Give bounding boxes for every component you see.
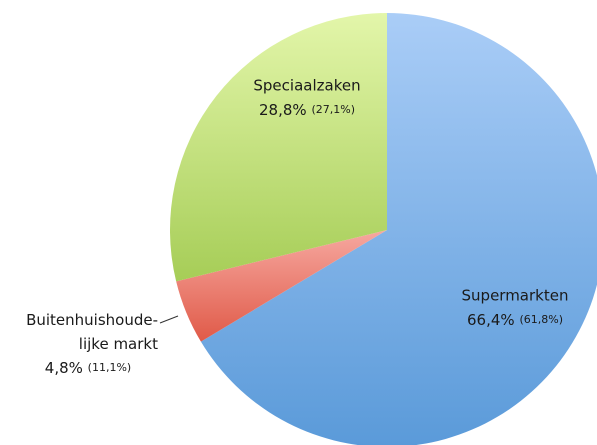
comparison-label: (61,8%)	[519, 313, 563, 326]
slice-label: Speciaalzaken	[253, 77, 360, 95]
comparison-label: (11,1%)	[88, 361, 132, 374]
value-label-main: 28,8%	[259, 101, 307, 119]
value-label: 4,8% (11,1%)	[45, 359, 131, 377]
value-label: 66,4% (61,8%)	[467, 311, 563, 329]
pie-slice	[200, 13, 597, 445]
comparison-label: (27,1%)	[311, 103, 355, 116]
pie-slice	[176, 230, 387, 342]
slice-label-line: Buitenhuishoude-	[26, 311, 158, 329]
leader-line	[159, 315, 179, 324]
slice-label: Buitenhuishoude-lijke markt	[26, 311, 158, 353]
value-label: 28,8% (27,1%)	[259, 101, 355, 119]
value-label-main: 4,8%	[45, 359, 83, 377]
pie-slice	[170, 13, 387, 282]
value-label-main: 66,4%	[467, 311, 515, 329]
slice-label-line: lijke markt	[79, 335, 158, 353]
slice-label: Supermarkten	[462, 287, 569, 305]
